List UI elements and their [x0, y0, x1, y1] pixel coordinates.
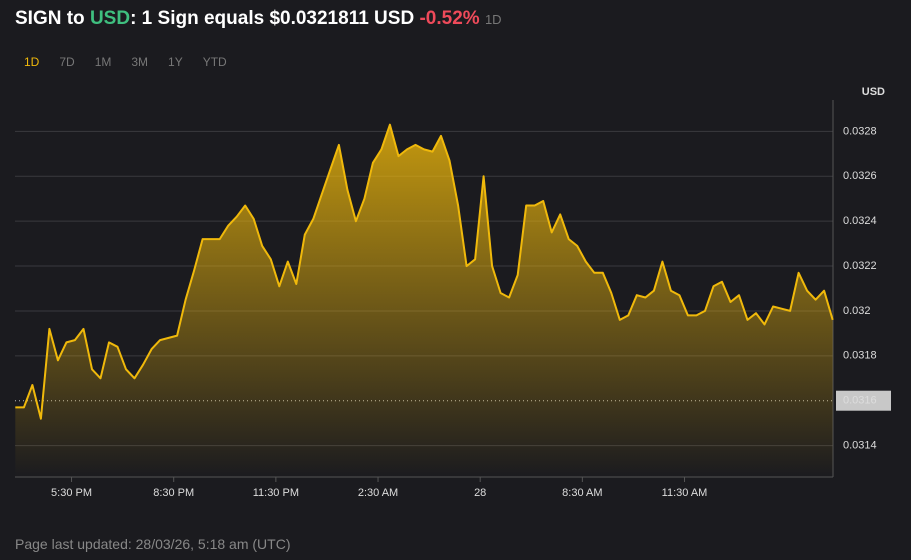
tick-highlight	[836, 390, 891, 411]
y-tick-label: 0.0324	[843, 215, 877, 227]
y-tick-label: 0.0326	[843, 170, 877, 182]
x-tick-label: 28	[474, 487, 486, 499]
range-tab[interactable]: YTD	[202, 55, 227, 69]
y-tick-label: 0.032	[843, 305, 871, 317]
change: -0.52%	[419, 8, 480, 29]
x-tick-label: 11:30 AM	[662, 487, 708, 499]
rate: : 1 Sign equals $0.0321811 USD	[130, 8, 415, 29]
y-tick-label: 0.0322	[843, 260, 877, 272]
footer: Page last updated: 28/03/26, 5:18 am (UT…	[15, 536, 291, 552]
title: SIGN to USD: 1 Sign equals $0.0321811 US…	[15, 8, 502, 30]
chart: USD 0.0314 0.0316 0.0318 0.032 0.0322 0.0324 0…	[15, 86, 891, 499]
x-tick-label: 5:30 PM	[51, 487, 92, 499]
y-tick-label: 0.0318	[843, 350, 877, 362]
area-fill	[15, 124, 833, 477]
range-tab[interactable]: 1M	[94, 55, 112, 69]
range-tab[interactable]: 3M	[131, 55, 149, 69]
quote: USD	[89, 8, 131, 29]
price-line	[15, 123, 834, 420]
period: 1D	[484, 12, 502, 27]
x-tick-label: 11:30 PM	[253, 487, 299, 499]
x-tick-label: 8:30 PM	[153, 487, 194, 499]
base: SIGN to	[15, 8, 85, 29]
y-tick-label: 0.0328	[843, 125, 877, 137]
y-axis-label: USD	[862, 86, 885, 98]
range-tab[interactable]: 1Y	[168, 55, 183, 69]
x-tick-label: 8:30 AM	[562, 487, 602, 499]
range-tab[interactable]: 1D	[24, 55, 40, 69]
y-tick-label: 0.0314	[843, 439, 877, 451]
tabs: 1D 7D 1M 3M 1Y YTD	[14, 55, 237, 69]
y-tick-label: 0.0316	[843, 395, 877, 407]
range-tab[interactable]: 7D	[59, 55, 75, 69]
x-tick-label: 2:30 AM	[358, 487, 398, 499]
